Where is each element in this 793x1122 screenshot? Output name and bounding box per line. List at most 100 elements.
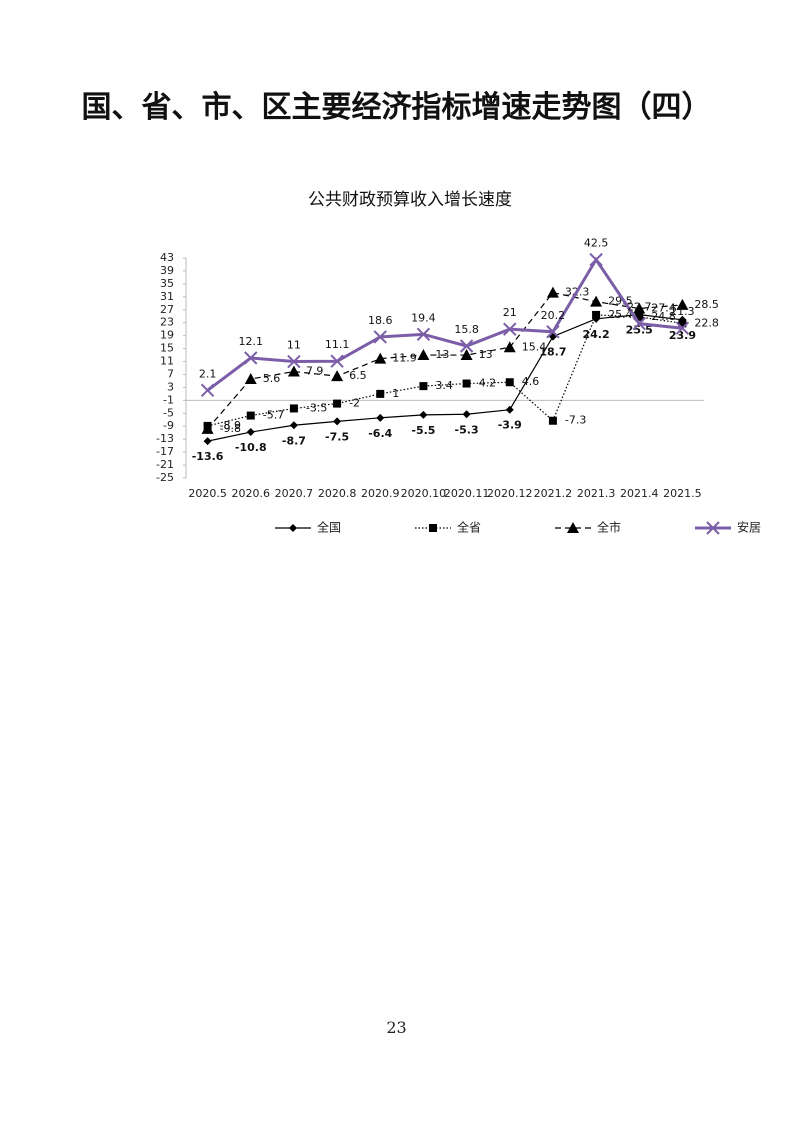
x-tick-label: 2020.7 bbox=[275, 487, 314, 500]
y-tick-label: 23 bbox=[160, 316, 174, 329]
data-point bbox=[374, 352, 387, 364]
data-point bbox=[505, 378, 514, 387]
data-point bbox=[416, 327, 431, 342]
x-tick-label: 2020.9 bbox=[361, 487, 400, 500]
data-point bbox=[462, 410, 471, 419]
data-label: 4.2 bbox=[479, 377, 497, 390]
data-point bbox=[246, 411, 255, 420]
legend-marker bbox=[289, 524, 297, 532]
y-tick-label: -17 bbox=[156, 445, 174, 458]
data-point bbox=[244, 373, 257, 384]
data-point bbox=[676, 298, 689, 310]
legend-label: 全市 bbox=[597, 520, 621, 535]
data-point bbox=[419, 382, 428, 391]
data-label: -7.5 bbox=[325, 430, 349, 443]
data-label: -5.3 bbox=[455, 423, 479, 436]
data-point bbox=[590, 295, 603, 307]
data-label: 21.3 bbox=[670, 305, 695, 318]
y-tick-label: 43 bbox=[160, 251, 174, 264]
y-tick-label: 19 bbox=[160, 329, 174, 342]
data-label: 11.1 bbox=[325, 338, 350, 351]
data-point bbox=[592, 310, 601, 319]
x-tick-label: 2020.6 bbox=[232, 487, 271, 500]
data-label: 4.6 bbox=[522, 375, 540, 388]
x-tick-label: 2020.8 bbox=[318, 487, 357, 500]
data-point bbox=[203, 437, 212, 446]
data-point bbox=[632, 316, 646, 331]
data-point bbox=[546, 325, 560, 339]
data-point bbox=[635, 312, 644, 321]
data-label: 7.9 bbox=[306, 365, 324, 378]
data-point bbox=[333, 399, 342, 408]
data-point bbox=[201, 422, 214, 434]
data-point bbox=[633, 302, 646, 314]
series-line bbox=[207, 314, 683, 427]
data-point bbox=[548, 416, 557, 425]
data-label: 12.1 bbox=[239, 335, 264, 348]
data-point bbox=[417, 349, 430, 361]
data-label: -2 bbox=[349, 397, 360, 410]
legend-marker bbox=[706, 521, 720, 535]
data-label: -8.9 bbox=[220, 419, 241, 432]
data-point bbox=[287, 365, 300, 377]
y-tick-label: -13 bbox=[156, 432, 174, 445]
x-tick-label: 2021.3 bbox=[577, 487, 616, 500]
data-label: -3.5 bbox=[306, 401, 327, 414]
series-line bbox=[207, 291, 683, 430]
data-point bbox=[503, 341, 516, 353]
data-label: 20.2 bbox=[541, 309, 566, 322]
data-label: -13.6 bbox=[192, 450, 224, 463]
data-label: 13 bbox=[435, 348, 449, 361]
data-label: 18.7 bbox=[539, 346, 566, 359]
x-tick-label: 2021.4 bbox=[620, 487, 659, 500]
y-tick-label: -9 bbox=[163, 419, 174, 432]
legend-label: 安居 bbox=[737, 520, 761, 535]
y-tick-label: -25 bbox=[156, 471, 174, 484]
data-label: 1 bbox=[392, 387, 399, 400]
data-label: 6.5 bbox=[349, 369, 367, 382]
data-label: -5.7 bbox=[263, 409, 284, 422]
data-point bbox=[419, 410, 428, 419]
legend-label: 全国 bbox=[317, 520, 341, 535]
y-tick-label: -5 bbox=[163, 406, 174, 419]
y-tick-label: 7 bbox=[167, 367, 174, 380]
data-point bbox=[331, 370, 344, 382]
x-tick-label: 2020.5 bbox=[188, 487, 227, 500]
x-tick-label: 2021.5 bbox=[663, 487, 702, 500]
data-label: 24.8 bbox=[651, 310, 676, 323]
data-point bbox=[333, 417, 342, 426]
data-point bbox=[373, 330, 387, 344]
data-label: 15.8 bbox=[454, 323, 479, 336]
series-line bbox=[206, 256, 683, 392]
data-point bbox=[200, 383, 215, 398]
data-label: -8.7 bbox=[282, 434, 306, 447]
y-tick-label: 35 bbox=[160, 277, 174, 290]
x-tick-label: 2020.12 bbox=[487, 487, 533, 500]
data-point bbox=[678, 319, 687, 328]
data-point bbox=[505, 405, 514, 414]
data-label: 25.5 bbox=[626, 324, 653, 337]
data-label: -7.3 bbox=[565, 414, 586, 427]
data-label: 24.2 bbox=[583, 328, 610, 341]
y-tick-label: -1 bbox=[163, 393, 174, 406]
y-tick-label: 11 bbox=[160, 355, 174, 368]
data-label: 5.6 bbox=[263, 372, 281, 385]
series-line bbox=[207, 314, 683, 442]
data-point bbox=[546, 286, 559, 298]
data-point bbox=[589, 252, 603, 267]
data-label: 13 bbox=[479, 348, 493, 361]
x-tick-label: 2020.11 bbox=[444, 487, 490, 500]
data-label: 27.4 bbox=[651, 301, 676, 314]
data-point bbox=[330, 354, 344, 368]
data-point bbox=[462, 379, 471, 388]
data-point bbox=[246, 428, 255, 437]
data-label: -5.5 bbox=[411, 424, 435, 437]
data-point bbox=[287, 354, 301, 369]
x-tick-label: 2020.10 bbox=[401, 487, 447, 500]
y-tick-label: -21 bbox=[156, 458, 174, 471]
y-tick-label: 15 bbox=[160, 342, 174, 355]
legend-marker bbox=[429, 524, 437, 532]
data-point bbox=[675, 321, 690, 335]
data-label: 21 bbox=[503, 306, 517, 319]
page-number: 23 bbox=[386, 1018, 407, 1037]
